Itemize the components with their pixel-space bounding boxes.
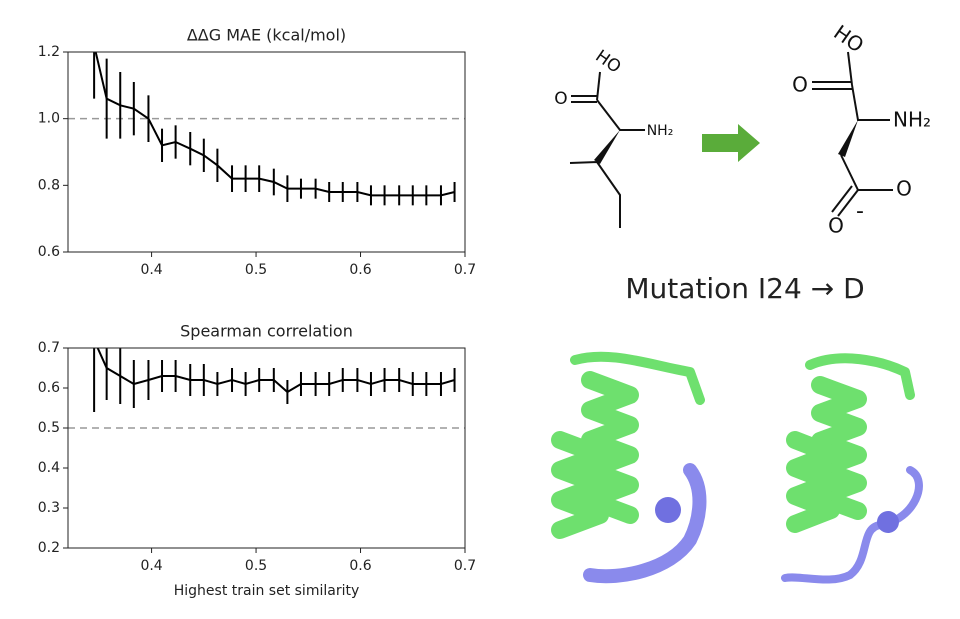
bond bbox=[847, 51, 853, 86]
atom-label: NH₂ bbox=[647, 123, 674, 139]
bond bbox=[569, 160, 621, 228]
plot-area bbox=[93, 52, 456, 206]
x-tick-label: 0.5 bbox=[245, 558, 267, 574]
y-tick-label: 0.8 bbox=[38, 177, 60, 193]
bond bbox=[838, 120, 858, 157]
data-line bbox=[96, 348, 455, 394]
x-tick-label: 0.5 bbox=[245, 262, 267, 278]
x-tick-label: 0.7 bbox=[454, 262, 476, 278]
x-tick-label: 0.4 bbox=[140, 558, 162, 574]
bond bbox=[831, 185, 853, 213]
bond bbox=[596, 71, 601, 101]
x-tick-label: 0.6 bbox=[349, 262, 371, 278]
bond bbox=[596, 99, 645, 131]
right-molecule: HO O NH₂ O O - bbox=[792, 20, 931, 237]
x-tick-label: 0.7 bbox=[454, 558, 476, 574]
bond bbox=[840, 154, 893, 191]
y-tick-label: 0.6 bbox=[38, 244, 60, 260]
axes-frame bbox=[67, 347, 466, 549]
caption: Mutation I24 → D bbox=[625, 272, 864, 305]
arrow bbox=[702, 124, 760, 162]
y-tick-label: 1.0 bbox=[38, 111, 60, 127]
data-line bbox=[94, 52, 455, 197]
atom-label: NH₂ bbox=[893, 108, 931, 132]
x-tick-label: 0.6 bbox=[349, 558, 371, 574]
y-tick-label: 0.6 bbox=[38, 380, 60, 396]
y-tick-label: 0.4 bbox=[38, 460, 60, 476]
atom-label: O bbox=[828, 214, 844, 238]
charge-label: - bbox=[856, 199, 864, 224]
protein-right bbox=[781, 353, 923, 584]
bond bbox=[837, 189, 859, 217]
left-molecule: HO O NH₂ bbox=[554, 46, 673, 228]
y-tick-label: 0.3 bbox=[38, 500, 60, 516]
y-tick-label: 0.7 bbox=[38, 340, 60, 356]
y-tick-label: 0.5 bbox=[38, 420, 60, 436]
chart-title: ΔΔG MAE (kcal/mol) bbox=[187, 26, 346, 45]
atom-label: HO bbox=[829, 20, 868, 57]
plot-area bbox=[93, 348, 456, 412]
bond bbox=[594, 130, 620, 164]
y-tick-label: 0.2 bbox=[38, 540, 60, 556]
axes-frame bbox=[67, 51, 466, 253]
atom-label: O bbox=[554, 89, 567, 109]
y-tick-label: 1.2 bbox=[38, 44, 60, 60]
x-tick-label: 0.4 bbox=[140, 262, 162, 278]
atom-label: O bbox=[792, 73, 808, 97]
bond bbox=[851, 84, 890, 121]
protein-left bbox=[551, 351, 707, 584]
chart-title: Spearman correlation bbox=[180, 322, 353, 341]
atom-label: O bbox=[896, 177, 912, 201]
x-axis-label: Highest train set similarity bbox=[174, 583, 360, 599]
atom-label: HO bbox=[592, 46, 625, 77]
